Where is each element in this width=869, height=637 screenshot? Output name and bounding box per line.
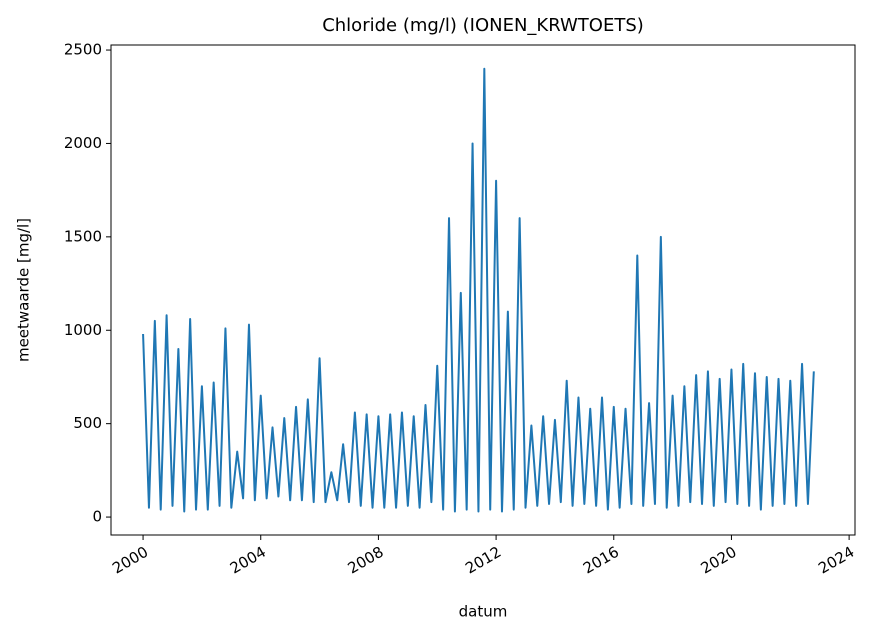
x-tick-label: 2008 <box>345 543 387 578</box>
y-tick-label: 0 <box>92 508 102 526</box>
y-tick-label: 500 <box>73 414 102 432</box>
y-tick-label: 1500 <box>64 227 102 245</box>
plot-frame <box>110 44 856 536</box>
data-line <box>142 67 815 513</box>
x-tick-label: 2000 <box>109 543 151 578</box>
y-tick-label: 2000 <box>64 134 102 152</box>
y-axis-label: meetwaarde [mg/l] <box>15 218 33 362</box>
chart-title: Chloride (mg/l) (IONEN_KRWTOETS) <box>322 15 644 36</box>
x-tick-label: 2012 <box>462 543 504 578</box>
x-tick-label: 2016 <box>580 543 622 578</box>
x-axis-label: datum <box>459 603 508 621</box>
x-tick-label: 2020 <box>698 543 740 578</box>
x-tick-label: 2024 <box>815 543 857 578</box>
y-tick-label: 2500 <box>64 41 102 59</box>
y-tick-label: 1000 <box>64 321 102 339</box>
x-tick-label: 2004 <box>227 543 269 578</box>
